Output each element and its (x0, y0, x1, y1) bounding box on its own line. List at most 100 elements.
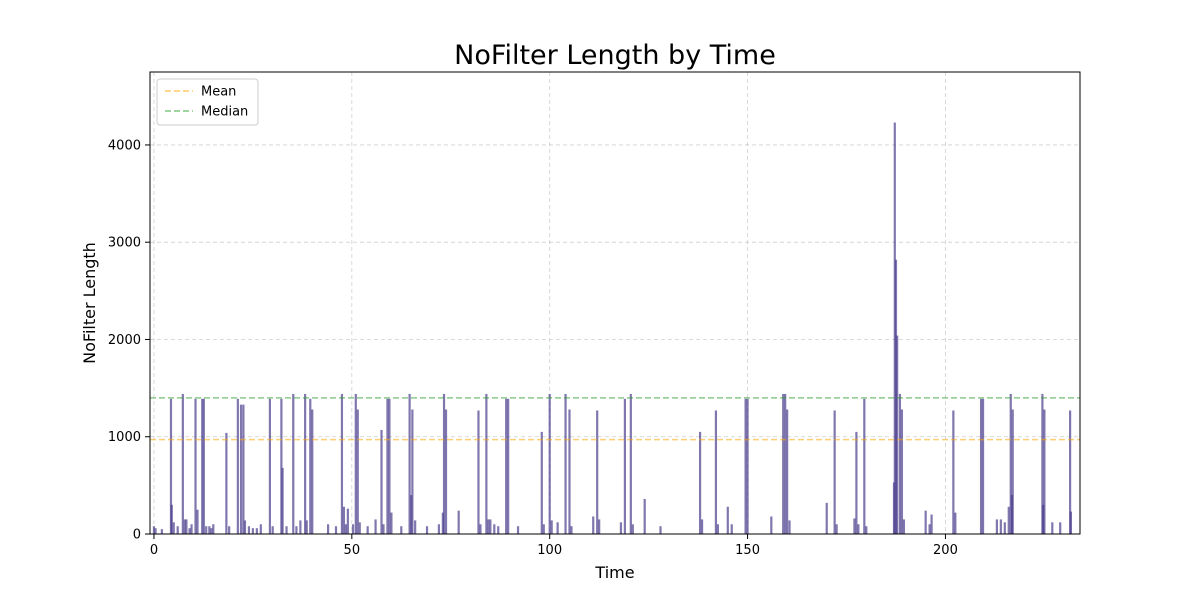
bar (201, 398, 204, 534)
bar (380, 429, 383, 534)
bar (1011, 409, 1014, 534)
x-tick-label: 0 (150, 543, 158, 558)
bar (444, 409, 448, 534)
bar (1009, 393, 1012, 534)
bar (295, 526, 298, 534)
bar (382, 524, 385, 534)
bar (374, 519, 377, 534)
bar (242, 404, 245, 534)
bar (857, 524, 860, 534)
bar (208, 526, 211, 534)
x-tick-label: 150 (735, 543, 760, 558)
bar (185, 519, 188, 534)
bar (698, 431, 702, 534)
chart-title: NoFilter Length by Time (454, 40, 776, 71)
bar (485, 393, 488, 534)
bar (1059, 522, 1062, 534)
bar (425, 526, 429, 534)
bar (236, 398, 239, 534)
bar (1069, 410, 1072, 534)
reference-lines-layer (150, 397, 1080, 441)
bar (730, 524, 733, 534)
bar (643, 498, 646, 534)
bar (285, 526, 288, 534)
bar (898, 393, 902, 534)
bar (505, 398, 508, 534)
y-tick-label: 3000 (108, 236, 141, 251)
x-axis-label: Time (594, 563, 634, 582)
bar (770, 516, 773, 534)
bar (160, 529, 163, 534)
bar (902, 519, 905, 534)
bar (304, 393, 307, 534)
bar (281, 467, 284, 534)
bar (255, 528, 258, 534)
bar (228, 526, 231, 534)
legend: Mean Median (156, 78, 259, 126)
x-tick-label: 200 (933, 543, 958, 558)
y-tick-label: 2000 (108, 333, 141, 348)
x-tick-label: 100 (537, 543, 562, 558)
bar (894, 259, 898, 534)
bar (788, 520, 791, 534)
bar (309, 398, 312, 534)
bar (598, 519, 601, 534)
bar (299, 520, 302, 534)
bar (592, 516, 595, 534)
bar (952, 410, 955, 534)
bar (437, 524, 440, 534)
bar (205, 526, 208, 534)
bar (311, 409, 314, 534)
bar (305, 520, 308, 534)
bar (400, 526, 403, 534)
bar (259, 524, 262, 534)
bar (411, 409, 414, 534)
bar (346, 508, 349, 534)
bar (1051, 522, 1054, 534)
bar (786, 409, 789, 534)
bar (271, 526, 274, 534)
bar (1041, 393, 1044, 534)
bar (744, 398, 747, 534)
bar (477, 410, 480, 534)
bar (550, 520, 553, 534)
bar (280, 398, 283, 534)
bar (154, 528, 157, 534)
bar (354, 393, 357, 534)
bar (390, 512, 393, 534)
bar (1043, 409, 1046, 534)
bar (930, 514, 933, 534)
bar (570, 526, 573, 534)
bar (441, 512, 444, 534)
bar (1003, 522, 1006, 534)
bar (356, 409, 359, 534)
bar (340, 393, 344, 534)
bar (251, 528, 254, 534)
legend-box (156, 78, 259, 126)
bar (835, 524, 838, 534)
bar (726, 506, 729, 534)
bar (366, 526, 369, 534)
bar (247, 526, 251, 534)
bar (540, 431, 543, 534)
bar (714, 410, 718, 534)
bar (516, 526, 520, 534)
bar (556, 522, 559, 534)
bar (999, 519, 1002, 534)
bar (334, 526, 338, 534)
bar (170, 504, 173, 534)
bar (825, 502, 828, 534)
x-tick-label: 50 (344, 543, 361, 558)
bar (700, 519, 704, 534)
bar (487, 519, 490, 534)
bar (1007, 506, 1010, 534)
legend-label-median: Median (201, 105, 248, 120)
bar (408, 393, 411, 534)
bar (388, 398, 391, 534)
bar (268, 398, 272, 534)
bar (979, 398, 983, 534)
bar (746, 398, 749, 534)
bar (981, 398, 985, 534)
